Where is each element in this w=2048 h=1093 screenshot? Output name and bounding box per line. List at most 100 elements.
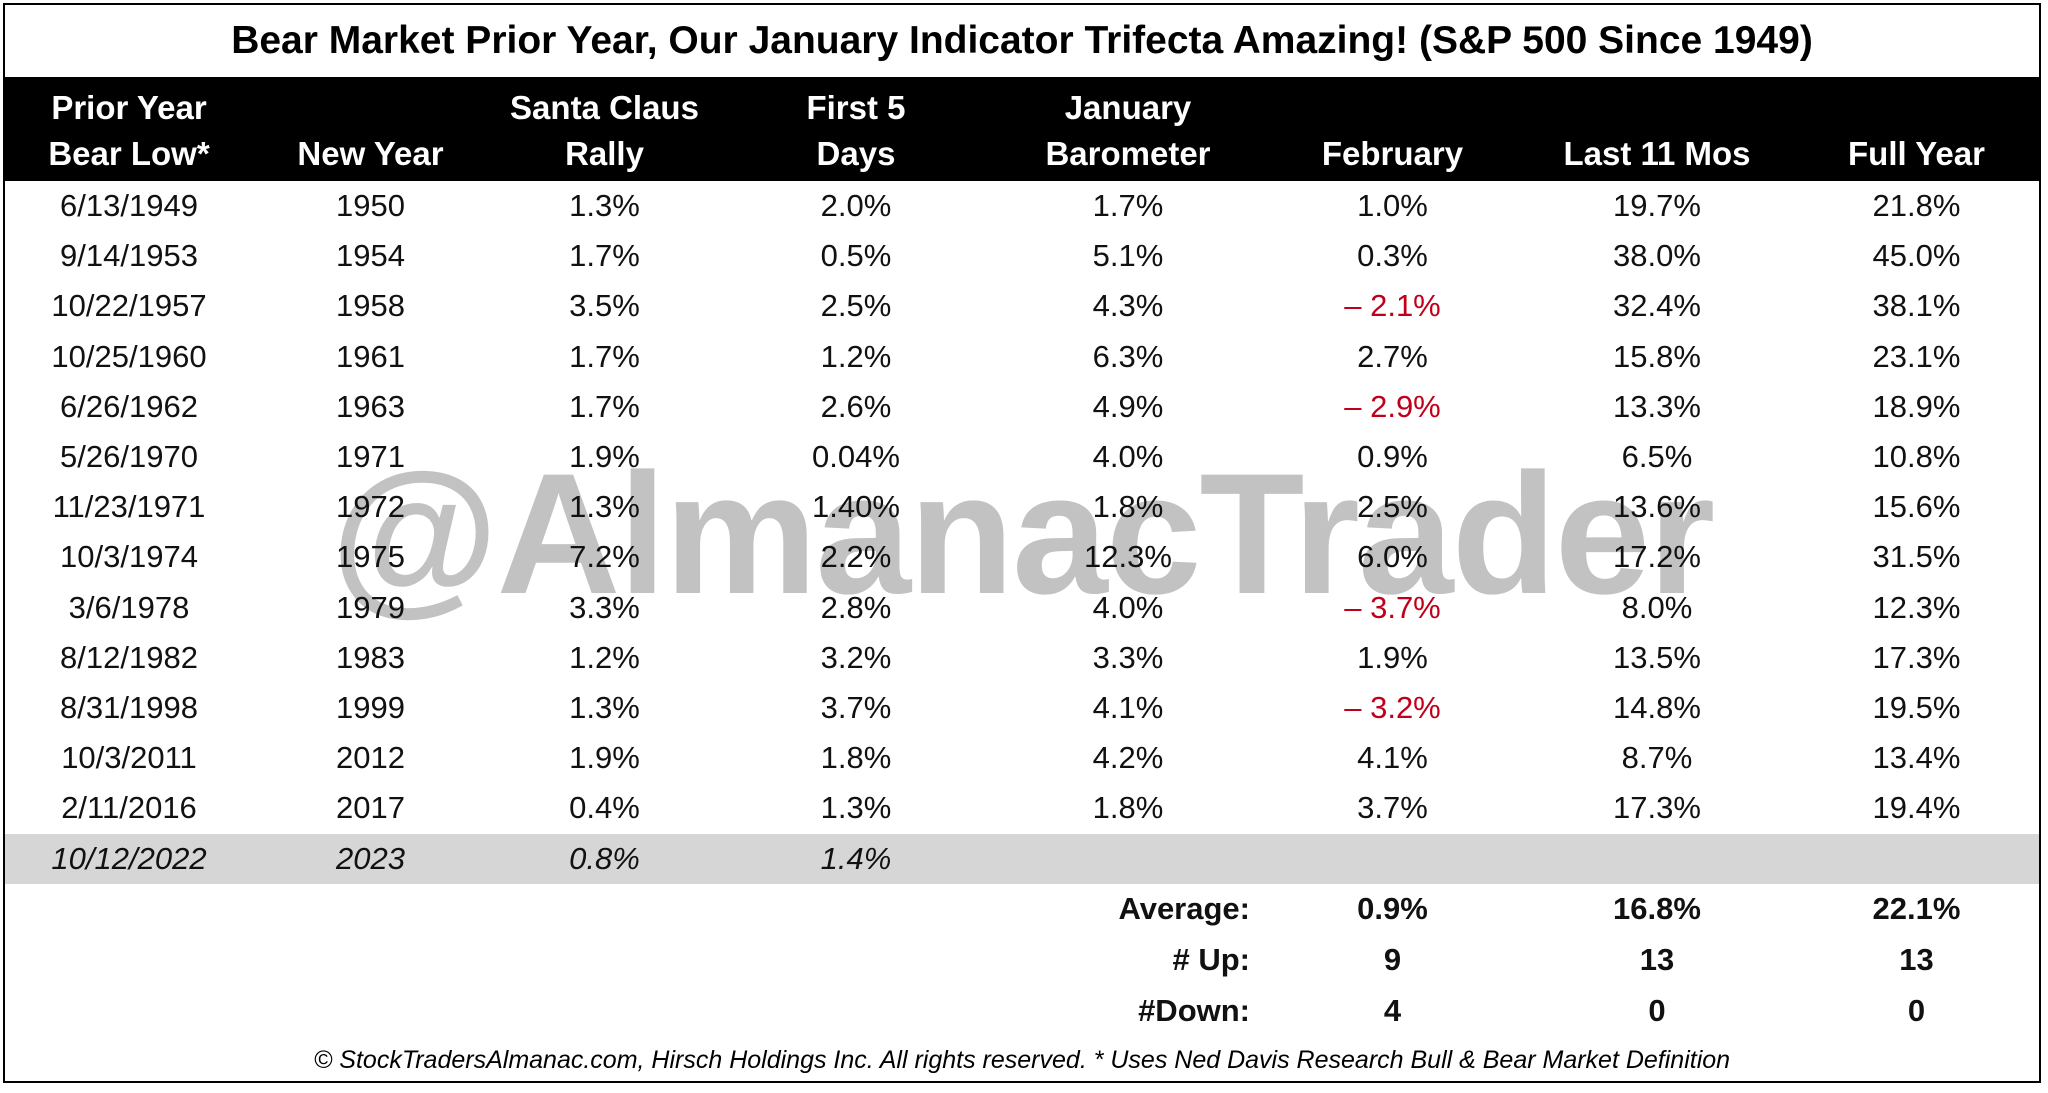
table-cell: 0.9%: [1357, 439, 1428, 474]
table-cell: 1958: [336, 288, 405, 324]
table-cell: 1963: [336, 388, 405, 424]
table-cell: 18.9%: [1872, 388, 1961, 424]
table-cell: 1.2%: [569, 639, 640, 675]
footer: © StockTradersAlmanac.com, Hirsch Holdin…: [313, 1045, 1731, 1074]
table-cell: 1.9%: [569, 740, 640, 776]
summary-value: 9: [1383, 942, 1402, 977]
table-cell: – 2.1%: [1344, 288, 1441, 324]
table-cell: 2.7%: [1357, 338, 1428, 374]
table-cell: 1.9%: [1357, 639, 1428, 675]
table-cell: 0.3%: [1357, 238, 1428, 274]
current-row-band: [5, 834, 2039, 884]
summary-value: 4: [1383, 993, 1402, 1028]
table-cell: 45.0%: [1872, 238, 1961, 274]
table-cell: 1.0%: [1357, 188, 1428, 223]
table-cell: 1999: [336, 690, 405, 725]
table-cell: 15.8%: [1613, 338, 1701, 374]
table-cell: 2.8%: [820, 589, 892, 625]
table-cell: 1950: [336, 188, 405, 223]
table-cell: 1954: [336, 238, 405, 274]
table-cell: 8/12/1982: [60, 639, 198, 675]
table-cell: 2.0%: [820, 188, 892, 223]
table-cell: 4.1%: [1357, 740, 1428, 776]
table-cell: 2.5%: [1357, 489, 1428, 525]
table-cell: 15.6%: [1872, 489, 1961, 525]
table-cell: 13.6%: [1613, 489, 1701, 525]
summary-label: Average:: [1118, 891, 1250, 926]
header-cell: Days: [816, 135, 896, 172]
table-cell: 0.4%: [569, 790, 640, 826]
table-cell: 7.2%: [569, 539, 640, 575]
table-cell: 1.3%: [569, 188, 640, 223]
table-cell: 1.2%: [820, 338, 892, 374]
table-page: Bear Market Prior Year, Our January Indi…: [3, 3, 2041, 1083]
header-cell: New Year: [297, 135, 444, 172]
table-cell: 19.7%: [1613, 188, 1701, 223]
table-cell: – 3.2%: [1344, 690, 1441, 725]
table-cell: 4.0%: [1092, 589, 1164, 625]
header-cell: February: [1321, 135, 1464, 172]
table-cell: – 3.7%: [1344, 589, 1441, 625]
current-cell: 2023: [336, 841, 405, 876]
table-cell: 1.3%: [820, 790, 892, 826]
table-cell: 1971: [336, 439, 405, 474]
table-cell: 1.7%: [1092, 188, 1164, 223]
table-cell: 9/14/1953: [60, 238, 198, 274]
header-cell: Santa Claus: [510, 89, 699, 126]
summary-value: 22.1%: [1872, 891, 1961, 926]
table-cell: 14.8%: [1613, 690, 1701, 725]
table-cell: 38.1%: [1872, 288, 1961, 324]
header-cell: Prior Year: [51, 89, 207, 126]
summary-label: # Up:: [1172, 942, 1251, 977]
table-cell: 4.1%: [1092, 690, 1164, 725]
table-cell: 3.3%: [1092, 639, 1164, 675]
table-cell: 13.3%: [1613, 388, 1701, 424]
table-cell: 17.3%: [1872, 639, 1961, 675]
summary-value: 13: [1899, 942, 1934, 977]
table-cell: 19.5%: [1872, 690, 1961, 725]
summary-label: #Down:: [1138, 993, 1250, 1028]
table-cell: 19.4%: [1872, 790, 1961, 826]
table-cell: 10/22/1957: [51, 288, 207, 324]
table-cell: 1961: [336, 338, 405, 374]
table-cell: 1.3%: [569, 489, 640, 525]
summary-value: 0.9%: [1357, 891, 1428, 926]
table-cell: 1979: [336, 589, 405, 625]
table-cell: 4.2%: [1092, 740, 1164, 776]
table-cell: 3.7%: [1357, 790, 1428, 826]
header-bar: [5, 77, 2039, 181]
summary-value: 13: [1639, 942, 1675, 977]
table-cell: 6/13/1949: [60, 188, 198, 223]
current-cell: 10/12/2022: [51, 841, 207, 876]
table-cell: 4.3%: [1092, 288, 1164, 324]
summary-value: 0: [1648, 993, 1666, 1028]
table-cell: 12.3%: [1084, 539, 1172, 575]
table-cell: 1.3%: [569, 690, 640, 725]
table-cell: 2.6%: [820, 388, 892, 424]
table-cell: 10/25/1960: [51, 338, 207, 374]
table-cell: 2/11/2016: [61, 790, 197, 826]
header-cell: First 5: [806, 89, 906, 126]
table-cell: 17.3%: [1613, 790, 1701, 826]
table-cell: 6.3%: [1092, 338, 1164, 374]
table-cell: 1.7%: [569, 238, 640, 274]
table-cell: 17.2%: [1613, 539, 1701, 575]
header-cell: Barometer: [1045, 135, 1211, 172]
header-cell: January: [1064, 89, 1192, 126]
header-cell: Full Year: [1848, 135, 1985, 172]
table-cell: 1.40%: [812, 489, 900, 525]
table-cell: 1.8%: [820, 740, 892, 776]
table-cell: 10/3/1974: [60, 539, 198, 575]
table-cell: 2012: [336, 740, 405, 776]
table-cell: 11/23/1971: [52, 489, 206, 525]
table-cell: 10/3/2011: [61, 740, 197, 776]
table-cell: 23.1%: [1872, 338, 1961, 374]
table-cell: 21.8%: [1872, 188, 1961, 223]
header-cell: Rally: [565, 135, 644, 172]
table-cell: 1.9%: [569, 439, 640, 474]
table-cell: 32.4%: [1613, 288, 1701, 324]
title: Bear Market Prior Year, Our January Indi…: [231, 19, 1813, 62]
current-cell: 0.8%: [569, 841, 640, 876]
current-cell: 1.4%: [820, 841, 892, 876]
summary-value: 0: [1907, 993, 1926, 1028]
